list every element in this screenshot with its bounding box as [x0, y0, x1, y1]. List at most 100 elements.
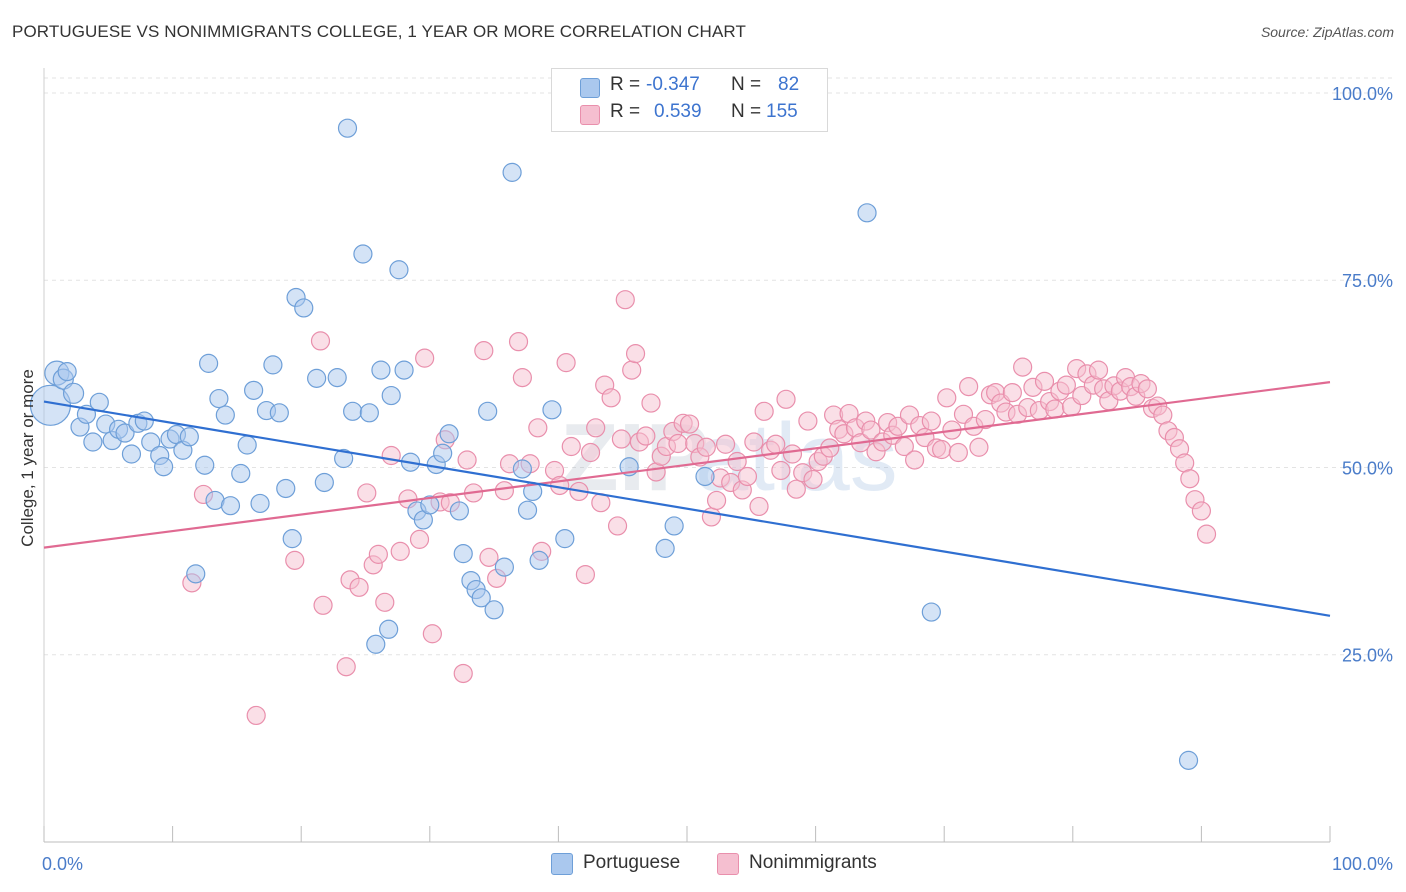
portuguese-point: [471, 588, 491, 608]
legend-r-label: R =: [610, 101, 641, 122]
nonimmigrants-point: [715, 434, 736, 454]
nonimmigrants-point: [246, 705, 266, 726]
nonimmigrants-point: [415, 348, 435, 368]
portuguese-point: [186, 564, 206, 584]
nonimmigrants-point: [1196, 524, 1217, 544]
portuguese-point: [433, 443, 453, 463]
nonimmigrants-point: [390, 541, 410, 561]
nonimmigrants-point: [556, 353, 576, 373]
nonimmigrants-point: [622, 360, 642, 380]
portuguese-point: [314, 472, 334, 493]
nonimmigrants-point: [313, 595, 333, 615]
portuguese-point: [484, 600, 504, 620]
portuguese-swatch: [551, 853, 573, 875]
nonimmigrants-point: [285, 550, 305, 570]
portuguese-point: [83, 432, 103, 452]
portuguese-point: [381, 385, 401, 406]
portuguese-points: [29, 118, 1199, 770]
portuguese-point: [359, 403, 379, 423]
nonimmigrants-point: [474, 341, 494, 361]
nonimmigrants-point: [803, 469, 823, 490]
nonimmigrants-point: [959, 376, 979, 397]
portuguese-point: [153, 457, 174, 477]
nonimmigrants-point: [679, 414, 700, 434]
x-tick-label: 0.0%: [42, 854, 83, 874]
portuguese-point: [115, 423, 135, 443]
nonimmigrants-point: [422, 624, 442, 644]
portuguese-point: [276, 478, 296, 499]
portuguese-point: [334, 448, 354, 469]
nonimmigrants-point: [1137, 379, 1157, 399]
nonimmigrants-trend-line: [43, 381, 1331, 549]
nonimmigrants-point: [601, 388, 621, 408]
portuguese-point: [542, 400, 562, 420]
nonimmigrants-point: [615, 290, 635, 310]
nonimmigrants-point: [1088, 360, 1109, 380]
portuguese-point: [343, 401, 363, 421]
nonimmigrants-point: [782, 444, 803, 464]
nonimmigrants-point: [508, 332, 529, 352]
nonimmigrants-point: [1013, 357, 1033, 377]
portuguese-point: [439, 424, 459, 444]
nonimmigrants-point: [368, 544, 388, 564]
portuguese-point: [420, 495, 440, 515]
nonimmigrants-point: [969, 437, 989, 457]
y-tick-label: 100.0%: [1332, 84, 1393, 104]
portuguese-point: [353, 244, 373, 264]
portuguese-point: [655, 538, 675, 558]
nonimmigrants-point: [336, 657, 356, 677]
portuguese-point: [62, 382, 85, 404]
portuguese-point: [512, 459, 532, 479]
portuguese-point: [179, 427, 199, 447]
nonimmigrants-point: [754, 401, 774, 421]
nonimmigrants-point: [479, 547, 499, 567]
portuguese-point: [494, 557, 514, 577]
correlation-legend: R = -0.347 N = 82 R = 0.539 N = 155: [551, 68, 828, 132]
portuguese-point: [327, 368, 347, 388]
nonimmigrants-point: [744, 432, 764, 452]
y-tick-label: 25.0%: [1342, 646, 1393, 666]
nonimmigrants-point: [1045, 399, 1065, 419]
nonimmigrants-point: [948, 442, 968, 463]
legend-row-nonimmigrants: R = 0.539 N = 155: [552, 101, 827, 129]
portuguese-point: [237, 435, 257, 455]
portuguese-point: [555, 529, 575, 549]
nonimmigrants-point: [696, 437, 716, 457]
portuguese-point: [394, 360, 414, 380]
nonimmigrants-point: [798, 411, 818, 431]
y-tick-label: 75.0%: [1342, 271, 1393, 291]
nonimmigrants-point: [786, 479, 806, 499]
nonimmigrants-point: [409, 529, 430, 549]
nonimmigrants-point: [580, 442, 601, 463]
portuguese-point: [282, 529, 302, 549]
portuguese-point: [453, 544, 473, 564]
nonimmigrants-point: [932, 439, 952, 460]
legend-r-label: R =: [610, 74, 641, 95]
nonimmigrants-point: [861, 420, 881, 440]
legend-n-value: 155: [766, 101, 798, 122]
nonimmigrants-point: [641, 393, 661, 413]
portuguese-point: [502, 162, 522, 182]
portuguese-point: [263, 355, 283, 375]
nonimmigrants-point: [975, 409, 995, 430]
nonimmigrants-point: [888, 416, 908, 436]
portuguese-swatch: [580, 78, 600, 98]
trend-lines: [43, 381, 1331, 617]
nonimmigrants-point: [457, 450, 477, 470]
nonimmigrants-point: [357, 483, 377, 503]
nonimmigrants-point: [586, 418, 606, 438]
portuguese-point: [379, 619, 399, 639]
nonimmigrants-point: [921, 411, 941, 431]
nonimmigrants-point: [737, 466, 758, 487]
portuguese-point: [269, 403, 289, 423]
portuguese-point: [529, 550, 549, 570]
gridlines: [44, 77, 1392, 656]
nonimmigrants-point: [575, 564, 596, 585]
portuguese-point: [371, 360, 391, 380]
nonimmigrants-point: [937, 388, 957, 408]
portuguese-point: [141, 432, 161, 452]
nonimmigrants-point: [1180, 469, 1200, 489]
legend-row-portuguese: R = -0.347 N = 82: [552, 74, 827, 102]
nonimmigrants-point: [771, 460, 791, 481]
nonimmigrants-swatch: [580, 105, 600, 125]
